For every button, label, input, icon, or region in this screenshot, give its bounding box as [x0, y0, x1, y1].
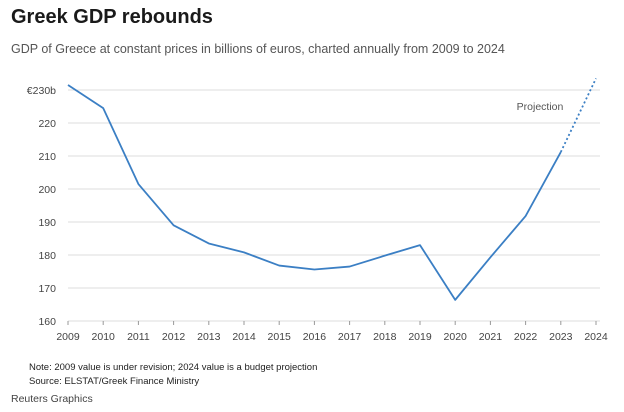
chart-note: Note: 2009 value is under revision; 2024…: [29, 362, 318, 373]
y-tick-label: 210: [38, 151, 56, 163]
y-tick-label: €230b: [27, 85, 56, 97]
x-tick-label: 2020: [444, 331, 468, 343]
chart-credit: Reuters Graphics: [11, 393, 93, 405]
chart-title: Greek GDP rebounds: [11, 6, 213, 28]
x-tick-label: 2013: [197, 331, 221, 343]
gdp-line: [67, 84, 562, 301]
x-tick-label: 2014: [232, 331, 256, 343]
y-tick-label: 160: [38, 316, 56, 328]
x-tick-label: 2021: [479, 331, 503, 343]
x-tick-label: 2012: [162, 331, 186, 343]
x-tick-label: 2019: [408, 331, 432, 343]
y-tick-label: 200: [38, 184, 56, 196]
projection-annotation: Projection: [517, 101, 564, 113]
y-tick-label: 170: [38, 283, 56, 295]
x-tick-label: 2024: [584, 331, 608, 343]
x-tick-label: 2016: [303, 331, 327, 343]
x-tick-label: 2015: [268, 331, 292, 343]
projection-line: [559, 78, 597, 153]
y-tick-label: 220: [38, 118, 56, 130]
y-tick-label: 190: [38, 217, 56, 229]
chart-subtitle: GDP of Greece at constant prices in bill…: [11, 42, 505, 56]
chart-source: Source: ELSTAT/Greek Finance Ministry: [29, 376, 200, 387]
x-tick-label: 2010: [92, 331, 116, 343]
x-tick-label: 2011: [127, 331, 150, 343]
x-tick-label: 2009: [56, 331, 80, 343]
x-tick-label: 2022: [514, 331, 538, 343]
y-tick-label: 180: [38, 250, 56, 262]
x-tick-label: 2017: [338, 331, 362, 343]
x-tick-label: 2023: [549, 331, 573, 343]
x-tick-label: 2018: [373, 331, 397, 343]
